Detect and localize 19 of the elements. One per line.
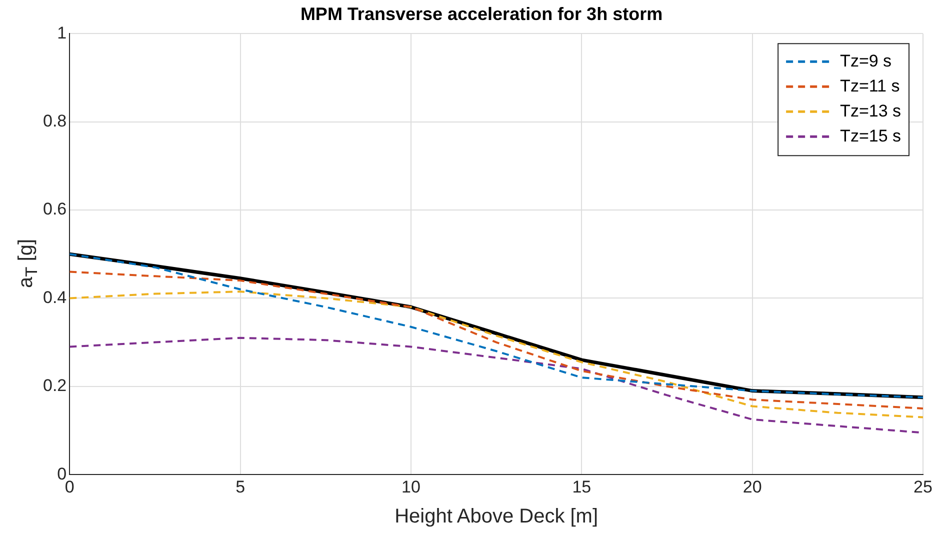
chart-title: MPM Transverse acceleration for 3h storm — [300, 4, 663, 24]
legend-label: Tz=13 s — [840, 101, 902, 120]
y-tick-label: 0 — [57, 464, 67, 484]
x-axis-title: Height Above Deck [m] — [394, 506, 598, 528]
x-tick-label: 5 — [236, 477, 246, 496]
y-tick-label: 0.2 — [42, 376, 67, 396]
x-tick-label: 15 — [572, 477, 592, 496]
y-tick-label: 1 — [57, 23, 67, 42]
x-tick-label: 25 — [914, 477, 932, 496]
x-tick-label: 10 — [402, 477, 420, 496]
y-tick-label: 0.4 — [42, 288, 67, 307]
y-tick-label: 0.8 — [42, 111, 67, 130]
legend-label: Tz=9 s — [840, 51, 892, 70]
legend-label: Tz=15 s — [840, 126, 902, 146]
legend-label: Tz=11 s — [840, 76, 900, 96]
line-series — [70, 270, 923, 410]
x-tick-label: 20 — [742, 477, 762, 496]
line-series — [70, 290, 923, 418]
y-tick-label: 0.6 — [42, 200, 67, 219]
